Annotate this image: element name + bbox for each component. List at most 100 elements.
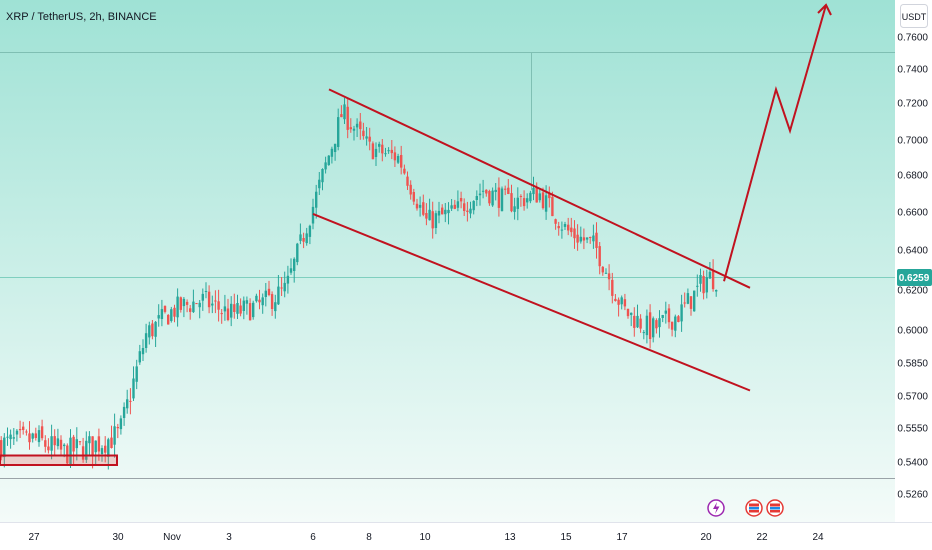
candle [604,268,608,274]
candle [236,294,239,319]
time-tick-label: 30 [112,532,124,543]
candle [705,269,708,299]
candle [308,224,312,245]
candle [85,431,88,463]
candle [491,187,494,207]
candle [699,268,702,292]
candle [296,242,299,266]
candle [513,197,516,220]
price-tick-label: 0.6000 [897,326,928,337]
candle [368,127,371,151]
candle [642,330,645,340]
candle [324,156,327,174]
candle [144,323,148,353]
candle [428,198,431,221]
price-tick-label: 0.5550 [897,424,928,435]
candle [595,222,598,259]
candle [305,227,308,246]
economic-event-icon-2[interactable] [766,499,784,517]
candle [242,296,245,320]
candle [50,424,53,460]
candle [239,298,242,317]
candle [217,289,220,322]
candle [359,113,362,140]
candle [677,315,680,323]
candle [151,320,154,340]
candle [9,429,12,449]
economic-event-icon-1[interactable] [745,499,763,517]
candle [173,304,176,323]
candle [94,440,97,465]
price-tick-label: 0.6200 [897,286,928,297]
candle [573,220,576,249]
candle [12,428,15,445]
candle [585,237,589,244]
candle [185,299,189,313]
candle [349,118,352,133]
candle [352,125,356,141]
candle [34,427,37,441]
candle [343,97,346,124]
candle [696,274,699,297]
candle [176,288,179,327]
candle [214,290,217,314]
price-axis-panel [895,0,932,522]
candle [207,285,211,314]
candle [264,283,267,307]
candle [519,194,523,207]
candle [255,293,258,303]
candle [318,172,321,195]
candle [59,435,63,455]
time-tick-label: 24 [812,532,824,543]
candle [66,443,69,465]
candle [378,141,381,153]
candle [286,265,290,294]
price-tick-label: 0.6800 [897,171,928,182]
candle [463,198,466,216]
candle [302,232,305,249]
candle [267,280,271,297]
candle [589,236,592,244]
last-price-tag: 0.6259 [897,269,932,286]
candle [233,293,236,319]
candle [636,304,639,328]
candle [607,264,611,291]
candle [466,201,469,222]
candle [557,221,560,236]
candle [47,438,50,454]
candle [567,217,570,236]
candle [126,389,129,414]
candle [110,425,113,449]
channel-lower-line[interactable] [312,212,751,392]
lightning-event-icon[interactable] [707,499,725,517]
candle [220,309,223,324]
candle [167,314,170,325]
candle [315,184,318,219]
candle [258,289,261,310]
candle [223,294,227,321]
projection-path[interactable] [723,4,827,282]
currency-button[interactable]: USDT [900,4,928,28]
candle [274,294,277,319]
time-axis-panel [0,522,932,550]
support-zone[interactable] [0,454,118,466]
candle [500,186,504,212]
candle [481,179,485,199]
candle [396,153,400,164]
time-tick-label: 6 [310,532,316,543]
candle [532,176,535,201]
channel-upper-line[interactable] [328,88,751,289]
candle [390,140,393,160]
candle [374,142,378,166]
candle [195,303,198,305]
candle [22,421,25,435]
candle [119,415,123,435]
candle [37,425,41,447]
time-tick-label: 27 [28,532,40,543]
price-tick-label: 0.5260 [897,490,928,501]
candle [138,344,141,365]
candle [444,203,447,223]
candle [548,186,551,208]
candle [475,190,478,207]
